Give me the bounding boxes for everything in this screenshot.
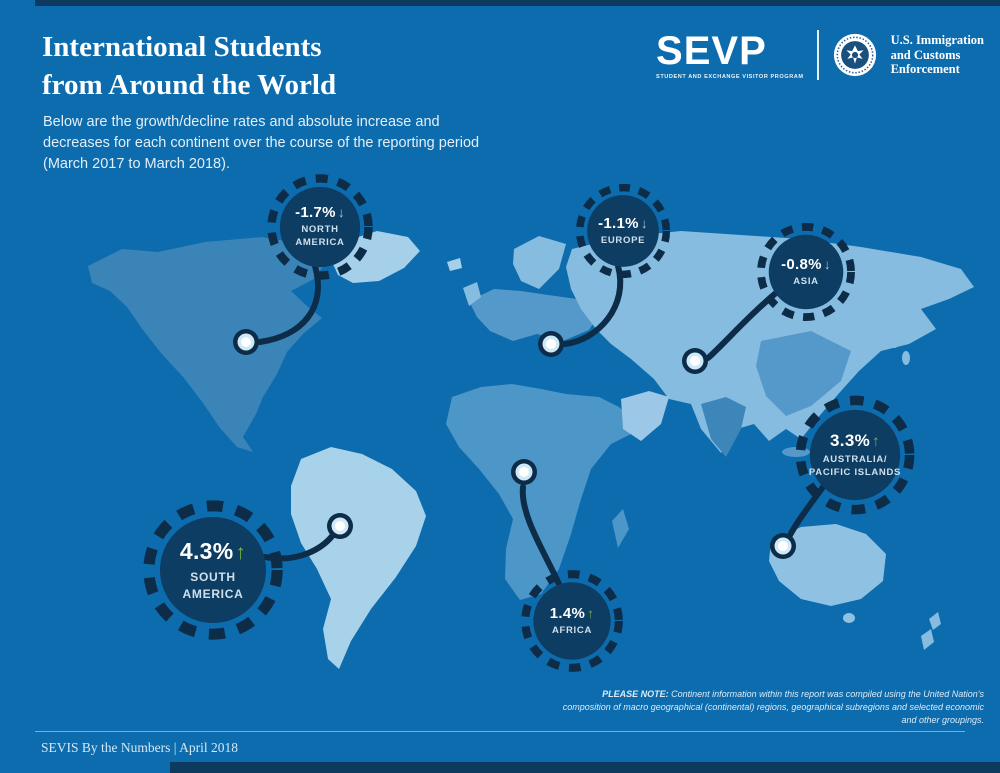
- footer-divider: [35, 731, 965, 732]
- rate-value: -1.1%: [598, 214, 639, 232]
- badge-australia-pacific-islands: 3.3% ↑ AUSTRALIA/ PACIFIC ISLANDS: [792, 392, 918, 518]
- down-arrow-icon: ↓: [823, 256, 831, 272]
- badge-africa: 1.4% ↑ AFRICA: [518, 567, 626, 675]
- badge-ring: [267, 174, 373, 280]
- badge-label: EUROPE: [600, 234, 646, 246]
- rate-value: -1.7%: [295, 204, 336, 222]
- agency-line2: and Customs: [890, 47, 961, 62]
- badge-ring: [575, 183, 671, 279]
- badge-asia: -0.8% ↓ ASIA: [754, 220, 858, 324]
- badge-south-america: 4.3%↑ SOUTH AMERICA: [139, 496, 287, 644]
- agency-name: U.S. Immigration and Customs Enforcement: [891, 33, 984, 77]
- page-subtitle: Below are the growth/decline rates and a…: [43, 114, 480, 173]
- region-arabia: [621, 391, 669, 441]
- badge-value: -0.8% ↓: [781, 256, 831, 273]
- sevp-tagline: STUDENT AND EXCHANGE VISITOR PROGRAM: [656, 73, 804, 80]
- sevp-logo: SEVP STUDENT AND EXCHANGE VISITOR PROGRA…: [656, 31, 804, 80]
- region-scandinavia: [513, 236, 566, 289]
- badge-label: ASIA: [793, 275, 819, 287]
- dhs-seal-icon: [833, 33, 876, 77]
- badge-ring: [143, 500, 283, 640]
- region-east-asia: [756, 331, 851, 416]
- badge-ring: [521, 570, 623, 672]
- bottom-accent-bar: [170, 762, 1000, 773]
- marker-south-america: [327, 513, 353, 539]
- marker-australia: [770, 533, 796, 559]
- island-iceland: [447, 258, 462, 271]
- island-uk: [463, 282, 481, 306]
- badge-europe: -1.1% ↓ EUROPE: [573, 181, 673, 281]
- badge-text: 1.4% ↑ AFRICA: [550, 605, 594, 638]
- badge-label: SOUTH AMERICA: [182, 570, 244, 601]
- continent-africa: [446, 384, 641, 600]
- footer-caption: SEVIS By the Numbers | April 2018: [41, 740, 238, 755]
- sevp-wordmark: SEVP: [656, 28, 767, 73]
- islands-new-zealand: [921, 612, 941, 650]
- badge-text: 3.3% ↑ AUSTRALIA/ PACIFIC ISLANDS: [802, 431, 908, 480]
- badge-text: -1.7% ↓ NORTH AMERICA: [289, 204, 351, 250]
- marker-north-america: [233, 329, 259, 355]
- header-logos: SEVP STUDENT AND EXCHANGE VISITOR PROGRA…: [656, 30, 984, 80]
- badge-label: AFRICA: [551, 624, 593, 636]
- top-accent-bar: [35, 0, 1000, 6]
- page-title-line1: International Students: [42, 31, 322, 63]
- badge-text: 4.3%↑ SOUTH AMERICA: [171, 538, 255, 601]
- continent-europe: [469, 289, 601, 341]
- badge-label: AUSTRALIA/ PACIFIC ISLANDS: [808, 453, 902, 478]
- badge-ring: [757, 223, 855, 321]
- please-note-body: Continent information within this report…: [562, 689, 984, 726]
- map-markers: [233, 329, 796, 559]
- please-note: PLEASE NOTE: Continent information withi…: [554, 688, 984, 727]
- rate-value: 1.4%: [549, 604, 586, 622]
- badge-north-america: -1.7% ↓ NORTH AMERICA: [264, 171, 376, 283]
- island-tasmania: [843, 613, 855, 623]
- continent-south-america: [291, 447, 426, 669]
- rate-value: -0.8%: [781, 255, 822, 273]
- please-note-lead: PLEASE NOTE:: [602, 689, 669, 699]
- down-arrow-icon: ↓: [640, 215, 648, 231]
- badge-value: -1.1% ↓: [598, 215, 648, 232]
- page-title: International Students from Around the W…: [42, 28, 336, 105]
- rate-value: 3.3%: [830, 430, 870, 450]
- islands-japan: [891, 332, 910, 365]
- badge-text: -1.1% ↓ EUROPE: [598, 215, 648, 248]
- badge-value: 1.4% ↑: [550, 605, 594, 622]
- up-arrow-icon: ↑: [235, 541, 247, 565]
- badge-value: 4.3%↑: [171, 538, 255, 565]
- marker-asia: [682, 348, 708, 374]
- badge-label: NORTH AMERICA: [295, 224, 345, 248]
- connector-europe: [562, 263, 624, 347]
- badge-text: -0.8% ↓ ASIA: [781, 256, 831, 289]
- page-title-line2: from Around the World: [42, 69, 337, 102]
- badge-value: 3.3% ↑: [802, 431, 908, 451]
- up-arrow-icon: ↑: [587, 605, 595, 621]
- island-madagascar: [612, 509, 629, 548]
- agency-line3: Enforcement: [890, 62, 960, 77]
- up-arrow-icon: ↑: [872, 432, 880, 450]
- continent-australia: [769, 524, 886, 606]
- marker-europe: [538, 331, 564, 357]
- logo-divider: [816, 30, 819, 80]
- down-arrow-icon: ↓: [337, 205, 345, 221]
- marker-africa: [511, 459, 537, 485]
- continent-north-america: [88, 237, 327, 452]
- badge-ring: [795, 395, 915, 515]
- agency-line1: U.S. Immigration: [890, 32, 984, 47]
- badge-value: -1.7% ↓: [289, 204, 351, 221]
- region-india: [701, 397, 746, 457]
- rate-value: 4.3%: [179, 538, 234, 565]
